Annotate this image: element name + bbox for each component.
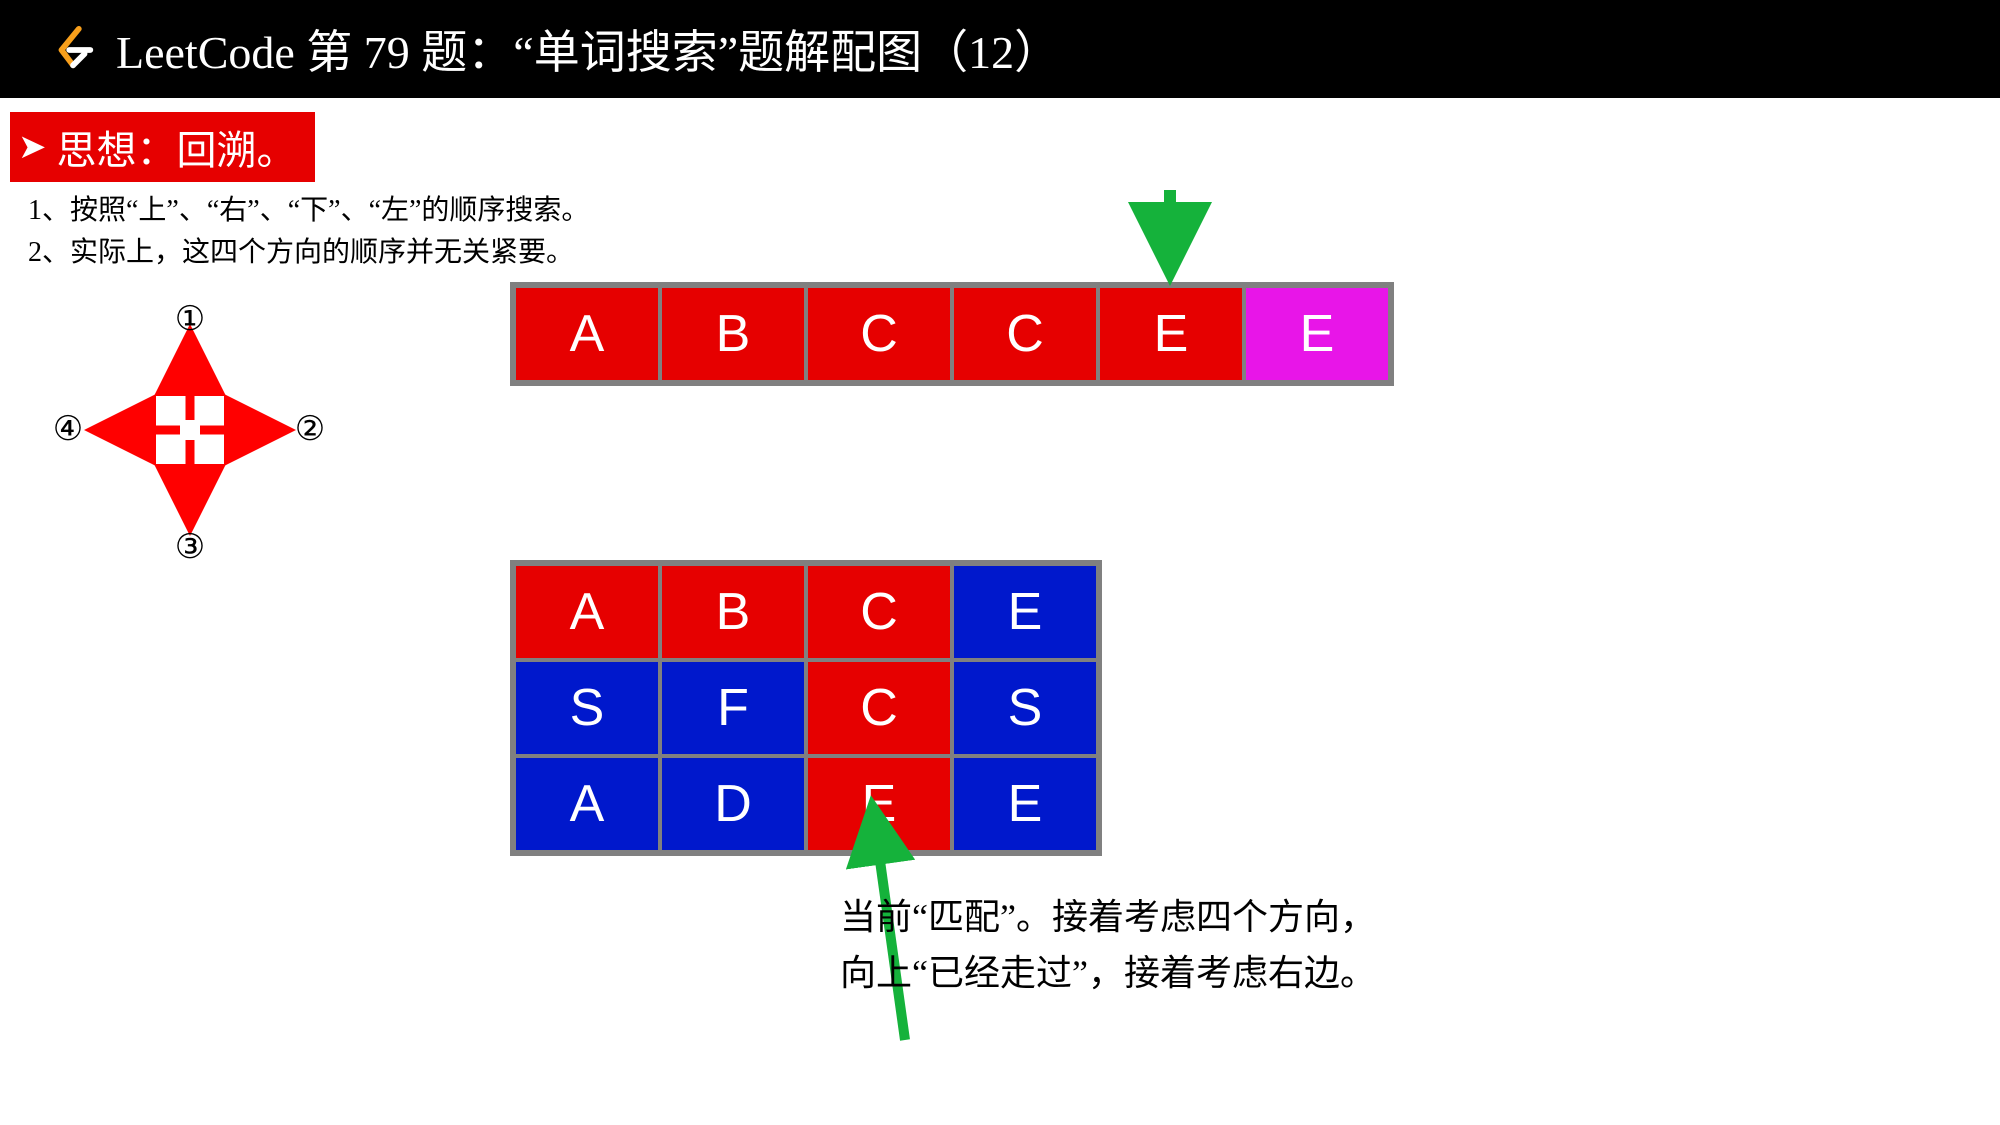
board-row: ABCE (516, 566, 1096, 658)
caption-line-1: 当前“匹配”。接着考虑四个方向， (840, 890, 1376, 946)
word-cell: A (516, 288, 658, 380)
board-cell: F (662, 662, 804, 754)
word-cell: E (1246, 288, 1388, 380)
header-title: LeetCode 第 79 题：“单词搜索”题解配图（12） (116, 16, 1060, 82)
word-cell: B (662, 288, 804, 380)
word-cell: E (1100, 288, 1242, 380)
leetcode-logo-icon (50, 25, 98, 73)
board-cell: E (808, 758, 950, 850)
compass-label-left: ④ (53, 411, 83, 448)
board-cell: B (662, 566, 804, 658)
explanation-caption: 当前“匹配”。接着考虑四个方向， 向上“已经走过”，接着考虑右边。 (840, 890, 1376, 1002)
board-cell: C (808, 566, 950, 658)
concept-badge: ➤ 思想：回溯。 (10, 112, 315, 182)
note-line-1: 1、按照“上”、“右”、“下”、“左”的顺序搜索。 (28, 190, 589, 232)
board-row: ADEE (516, 758, 1096, 850)
word-cell: C (808, 288, 950, 380)
board-cell: E (954, 758, 1096, 850)
board-cell: C (808, 662, 950, 754)
chevron-right-icon: ➤ (18, 127, 47, 167)
header-bar: LeetCode 第 79 题：“单词搜索”题解配图（12） (0, 0, 2000, 98)
board-cell: A (516, 758, 658, 850)
word-cell: C (954, 288, 1096, 380)
caption-line-2: 向上“已经走过”，接着考虑右边。 (840, 946, 1376, 1002)
board-grid: ABCESFCSADEE (510, 560, 1102, 856)
board-cell: S (516, 662, 658, 754)
direction-compass: ① ② ③ ④ (40, 290, 340, 580)
compass-label-right: ② (295, 411, 325, 448)
compass-label-up: ① (175, 301, 205, 338)
compass-label-down: ③ (175, 529, 205, 566)
concept-badge-text: 思想：回溯。 (57, 118, 297, 176)
board-cell: A (516, 566, 658, 658)
note-line-2: 2、实际上，这四个方向的顺序并无关紧要。 (28, 232, 589, 274)
board-cell: D (662, 758, 804, 850)
board-cell: E (954, 566, 1096, 658)
board-row: SFCS (516, 662, 1096, 754)
notes-block: 1、按照“上”、“右”、“下”、“左”的顺序搜索。 2、实际上，这四个方向的顺序… (28, 190, 589, 274)
board-cell: S (954, 662, 1096, 754)
word-strip: ABCCEE (510, 282, 1394, 386)
